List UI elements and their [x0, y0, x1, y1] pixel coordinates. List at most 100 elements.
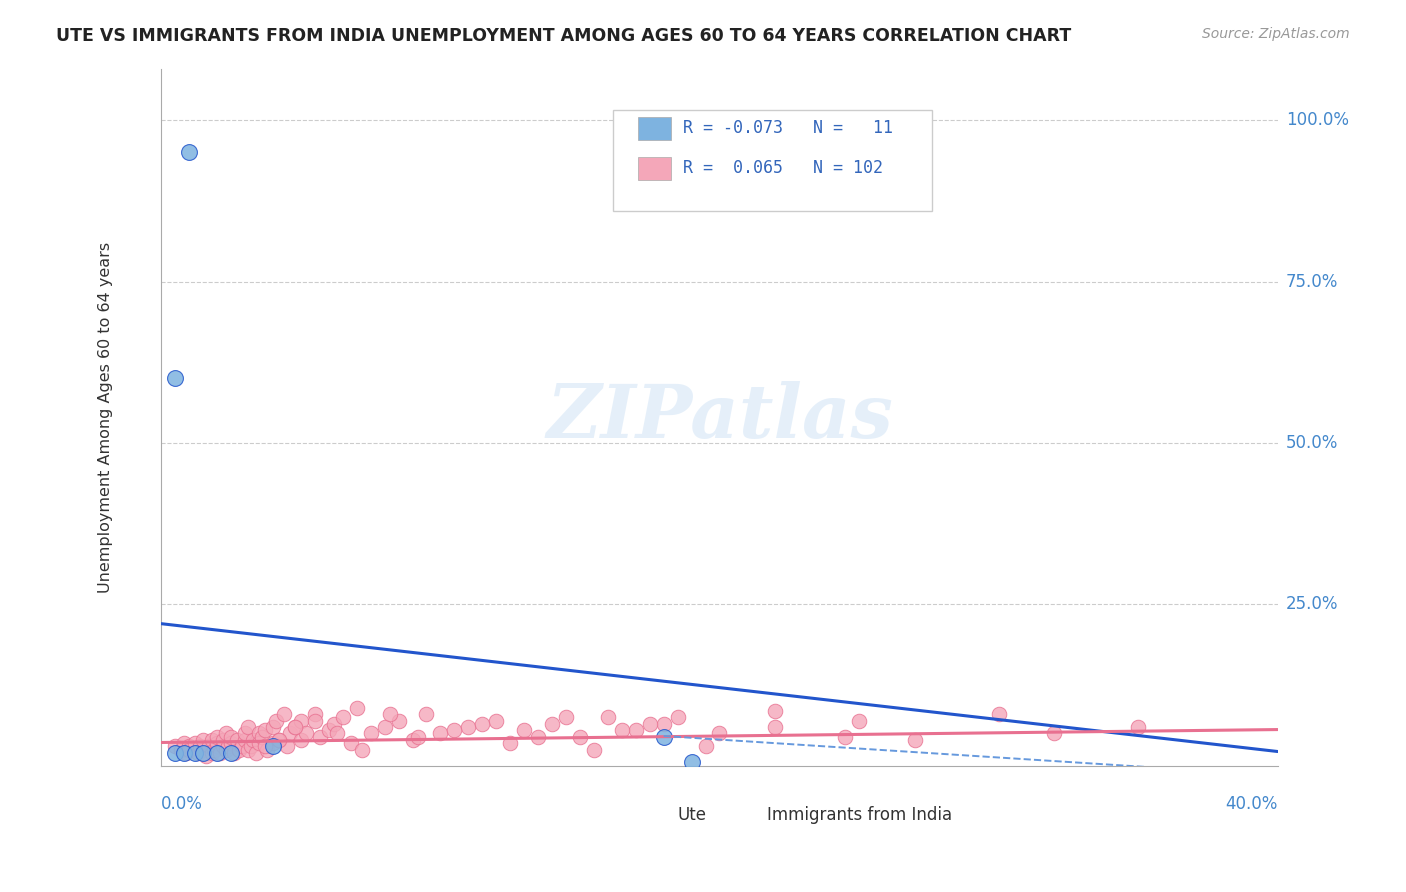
Point: [273, 707, 295, 722]
FancyBboxPatch shape: [638, 118, 672, 140]
Point: [318, 723, 340, 738]
Point: [231, 739, 253, 754]
Point: [187, 746, 209, 760]
Point: [165, 739, 187, 754]
Point: [652, 730, 675, 744]
Point: [443, 723, 465, 738]
Point: [184, 736, 207, 750]
Point: [247, 726, 270, 740]
Point: [340, 736, 363, 750]
Point: [253, 739, 276, 754]
Text: Unemployment Among Ages 60 to 64 years: Unemployment Among Ages 60 to 64 years: [98, 242, 112, 592]
Point: [236, 742, 259, 756]
Point: [387, 714, 409, 728]
Text: R =  0.065   N = 102: R = 0.065 N = 102: [683, 159, 883, 177]
Point: [904, 732, 927, 747]
Point: [205, 739, 228, 754]
Point: [184, 746, 207, 760]
Point: [834, 730, 856, 744]
Point: [304, 714, 326, 728]
Point: [233, 726, 256, 740]
Point: [225, 732, 247, 747]
Point: [195, 749, 218, 764]
Point: [205, 736, 228, 750]
Point: [987, 707, 1010, 722]
Point: [471, 716, 494, 731]
Point: [624, 723, 647, 738]
Point: [406, 730, 429, 744]
Point: [193, 746, 215, 760]
Point: [219, 746, 242, 760]
Point: [173, 736, 195, 750]
Point: [380, 707, 402, 722]
Point: [179, 739, 201, 754]
Text: ZIPatlas: ZIPatlas: [546, 381, 893, 453]
Point: [290, 714, 312, 728]
Point: [309, 730, 332, 744]
Point: [176, 746, 198, 760]
Point: [250, 730, 273, 744]
Point: [228, 742, 250, 756]
Point: [582, 742, 605, 756]
Point: [233, 732, 256, 747]
Point: [284, 720, 307, 734]
Point: [360, 726, 382, 740]
Point: [262, 739, 284, 754]
Point: [239, 739, 262, 754]
Text: Source: ZipAtlas.com: Source: ZipAtlas.com: [1202, 27, 1350, 41]
Point: [304, 707, 326, 722]
Point: [179, 145, 201, 160]
Point: [242, 732, 264, 747]
Text: 40.0%: 40.0%: [1225, 795, 1278, 813]
Point: [202, 742, 225, 756]
Point: [219, 736, 242, 750]
Point: [485, 714, 508, 728]
FancyBboxPatch shape: [613, 111, 932, 211]
Point: [197, 739, 219, 754]
Point: [681, 756, 703, 770]
Text: UTE VS IMMIGRANTS FROM INDIA UNEMPLOYMENT AMONG AGES 60 TO 64 YEARS CORRELATION : UTE VS IMMIGRANTS FROM INDIA UNEMPLOYMEN…: [56, 27, 1071, 45]
Point: [415, 707, 437, 722]
Point: [217, 739, 239, 754]
Point: [256, 742, 278, 756]
Point: [429, 726, 451, 740]
Point: [527, 730, 550, 744]
Point: [352, 742, 374, 756]
Point: [666, 710, 689, 724]
Point: [568, 730, 591, 744]
Point: [457, 720, 479, 734]
Text: Immigrants from India: Immigrants from India: [768, 806, 953, 824]
Point: [295, 726, 318, 740]
Point: [205, 730, 228, 744]
Point: [200, 732, 222, 747]
Text: Ute: Ute: [678, 806, 706, 824]
Point: [401, 732, 423, 747]
Point: [236, 720, 259, 734]
Text: 50.0%: 50.0%: [1286, 434, 1339, 452]
Point: [267, 732, 290, 747]
FancyBboxPatch shape: [638, 157, 672, 180]
Point: [193, 742, 215, 756]
Point: [332, 710, 354, 724]
Point: [652, 716, 675, 731]
Point: [284, 720, 307, 734]
Point: [276, 739, 298, 754]
Point: [208, 746, 231, 760]
Point: [190, 739, 212, 754]
Point: [267, 732, 290, 747]
Point: [1126, 720, 1149, 734]
Point: [211, 732, 233, 747]
Point: [323, 716, 346, 731]
Point: [596, 710, 619, 724]
Point: [264, 714, 287, 728]
Text: 75.0%: 75.0%: [1286, 273, 1339, 291]
Point: [247, 736, 270, 750]
Point: [763, 720, 786, 734]
Point: [262, 720, 284, 734]
Point: [610, 723, 633, 738]
Point: [200, 746, 222, 760]
Point: [346, 700, 368, 714]
Point: [555, 710, 578, 724]
Point: [205, 746, 228, 760]
Point: [211, 739, 233, 754]
